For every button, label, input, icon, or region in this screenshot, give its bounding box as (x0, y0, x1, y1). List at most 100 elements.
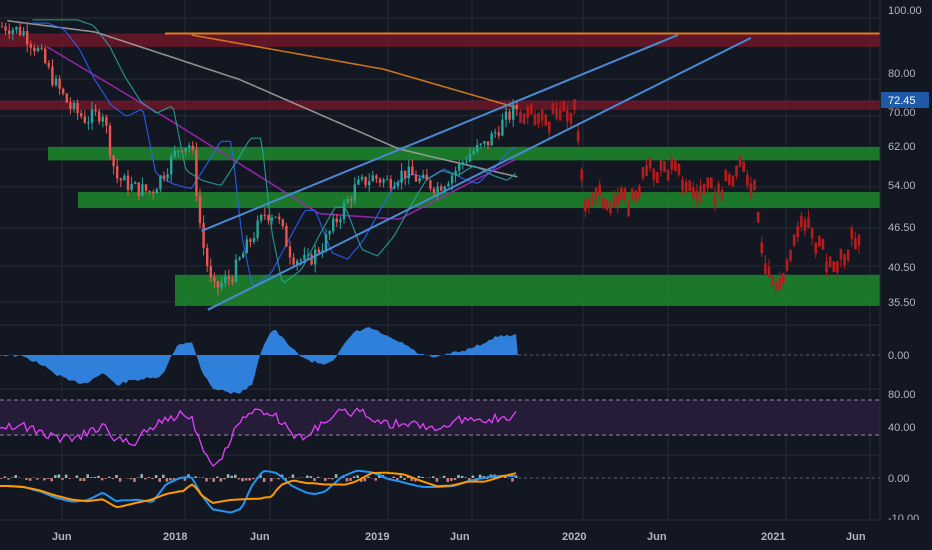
projection-bar (670, 158, 674, 170)
macd-histogram-bar (460, 475, 464, 478)
candle-body (414, 175, 418, 182)
candle-body (310, 254, 313, 265)
projection-bar (724, 170, 728, 182)
price-zones (0, 32, 880, 306)
indicator-panes (0, 324, 932, 514)
macd-histogram-bar (115, 475, 118, 478)
candle-body (238, 257, 241, 260)
projection-bar (616, 194, 620, 206)
candle-body (288, 246, 292, 258)
projection-bar (692, 187, 695, 199)
macd-histogram-bar (396, 478, 399, 482)
projection-bar (699, 185, 702, 197)
macd-histogram-bar (208, 478, 212, 479)
projection-bar (785, 259, 789, 271)
projection-bar (627, 205, 630, 217)
candle-body (350, 198, 353, 201)
candle-body (36, 47, 40, 52)
support-zone (48, 146, 880, 161)
price-tick: 100.00 (888, 5, 922, 17)
candle-body (44, 48, 47, 63)
projection-bar (580, 169, 584, 181)
projection-bar (591, 195, 594, 207)
projection-bar (641, 167, 645, 179)
candle-body (4, 26, 7, 31)
macd-histogram-bar (104, 478, 107, 479)
macd-histogram-bar (28, 478, 32, 481)
time-tick: 2021 (761, 531, 785, 543)
candle-body (306, 254, 310, 256)
candle-body (242, 253, 245, 258)
projection-bar (836, 261, 839, 273)
projection-bar (717, 183, 720, 195)
candle-body (432, 188, 436, 194)
candle-body (206, 247, 209, 267)
candle-body (296, 260, 299, 265)
macd-histogram-bar (158, 478, 161, 482)
projection-bar (742, 161, 746, 173)
candle-body (134, 182, 137, 184)
candle-body (371, 175, 374, 182)
macd-histogram-bar (313, 478, 316, 481)
macd-histogram-bar (367, 476, 370, 478)
candle-body (339, 219, 342, 223)
macd-histogram-bar (82, 478, 86, 482)
projection-bar (814, 242, 818, 254)
candle-body (324, 234, 328, 251)
candle-body (58, 78, 61, 89)
candle-body (69, 102, 72, 109)
macd-histogram-bar (216, 476, 219, 478)
projection-bar (764, 263, 767, 275)
projection-bar (587, 196, 591, 208)
candle-body (184, 147, 187, 152)
candle-body (368, 181, 371, 186)
rsi-line (0, 407, 517, 467)
macd-histogram-bar (93, 477, 97, 478)
projection-bar (735, 165, 738, 177)
macd-histogram-bar (108, 476, 111, 478)
candle-body (411, 166, 414, 176)
candle-body (274, 216, 277, 218)
candle-body (386, 179, 389, 181)
rsi-tick: 40.00 (888, 422, 916, 434)
candle-body (263, 215, 266, 217)
projection-bar (828, 256, 832, 268)
price-tick: 80.00 (888, 68, 916, 80)
candle-body (404, 170, 407, 179)
candle-body (303, 254, 306, 260)
macd-histogram-bar (450, 478, 453, 481)
macd-histogram-bar (194, 476, 197, 478)
candle-body (461, 162, 464, 164)
price-tick: 46.50 (888, 222, 916, 234)
macd-histogram-bar (151, 478, 154, 480)
macd-histogram-bar (374, 478, 377, 481)
macd-histogram-bar (457, 475, 460, 478)
macd-histogram-bar (226, 474, 230, 478)
candle-body (40, 47, 43, 49)
candle-body (155, 189, 158, 194)
price-tick: 62.00 (888, 141, 916, 153)
projection-bar (652, 168, 656, 180)
candle-body (80, 113, 83, 117)
time-axis-bg (0, 520, 932, 550)
macd-histogram-bar (248, 478, 251, 481)
macd-histogram-bar (201, 477, 205, 478)
macd-histogram-bar (234, 474, 237, 478)
candle-body (454, 170, 457, 176)
macd-histogram-bar (100, 478, 104, 481)
macd-histogram-bar (241, 478, 244, 482)
candle-body (472, 151, 475, 154)
candle-body (148, 190, 151, 192)
macd-histogram-bar (417, 475, 421, 478)
projection-bar (728, 174, 731, 186)
candle-body (159, 175, 162, 190)
projection-bar (569, 112, 573, 124)
fast-moving-average-line (32, 19, 516, 284)
candle-body (429, 180, 432, 189)
time-tick: Jun (846, 531, 866, 543)
candle-body (278, 216, 281, 220)
projection-bar (756, 211, 760, 223)
candle-body (335, 218, 338, 223)
macd-histogram-bar (331, 478, 334, 480)
projection-bar (537, 112, 540, 124)
